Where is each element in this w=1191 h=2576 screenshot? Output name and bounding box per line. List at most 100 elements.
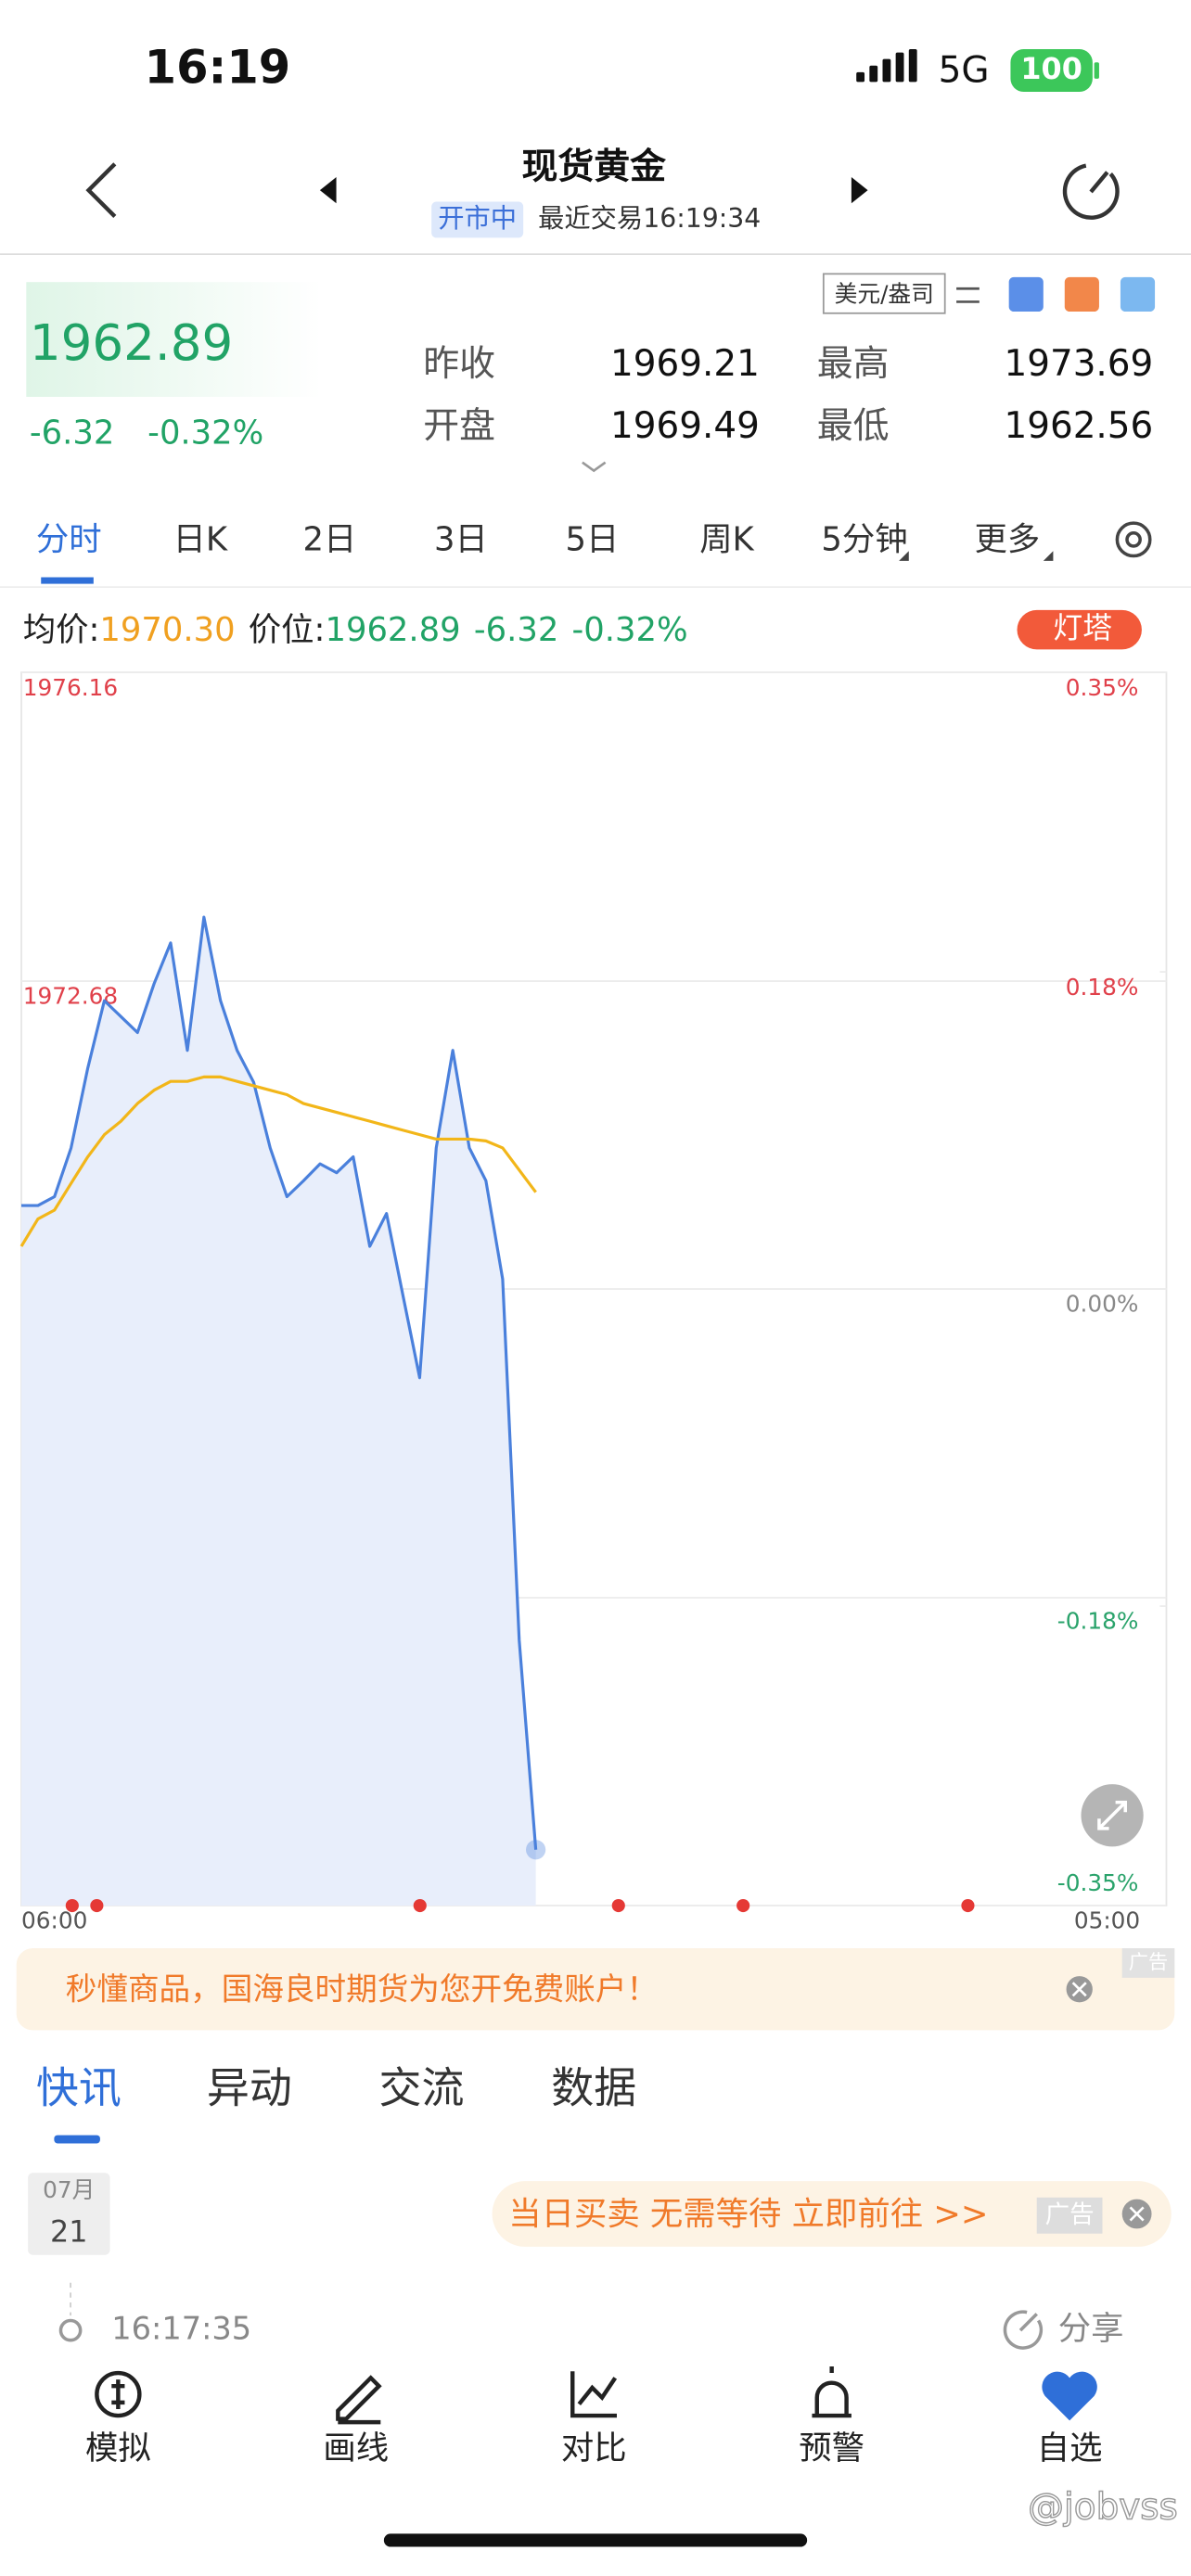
tab[interactable]: 5日 <box>566 521 620 559</box>
ad-tag: 广告 <box>1129 1951 1168 1974</box>
stat-label: 昨收 <box>423 343 495 385</box>
avg-label: 均价: <box>23 611 100 649</box>
stat-value: 1962.56 <box>1004 405 1153 447</box>
last-trade: 最近交易16:19:34 <box>538 203 761 234</box>
avg-value: 1970.30 <box>99 611 235 649</box>
legend-change: -6.32 <box>474 611 558 649</box>
watermark: @jobvss <box>1028 2486 1178 2528</box>
currency-box[interactable] <box>822 273 946 314</box>
nav-icons <box>95 2366 852 2425</box>
title: 现货黄金 <box>521 147 666 188</box>
timeline-dot <box>58 2318 83 2342</box>
stat-label: 开盘 <box>423 405 495 447</box>
expand-chevron[interactable] <box>582 461 607 473</box>
currency: 美元/盎司 <box>835 280 934 307</box>
ad-close[interactable] <box>1066 1976 1093 2003</box>
series-line <box>19 1075 537 1247</box>
market-status: 开市中 <box>438 203 517 234</box>
price: 1962.89 <box>30 314 233 372</box>
ad-banner[interactable] <box>16 1948 1175 2031</box>
share-icon[interactable] <box>1003 2310 1044 2350</box>
lighthouse-label: 灯塔 <box>1053 610 1112 645</box>
x-tick-label: 06:00 <box>21 1907 87 1934</box>
tab[interactable]: 5分钟 <box>821 521 907 559</box>
tool-icon[interactable] <box>1120 276 1156 312</box>
signal-icon <box>856 49 917 83</box>
nav-label[interactable]: 自选 <box>1037 2429 1103 2468</box>
status-badge <box>431 201 524 238</box>
news-ad-close[interactable] <box>1121 2199 1152 2229</box>
news-ad-text: 当日买卖 无需等待 立即前往 >> <box>508 2195 988 2233</box>
prev-button[interactable] <box>319 177 337 204</box>
back-button[interactable] <box>85 162 117 219</box>
date-day: 21 <box>50 2214 88 2250</box>
y2-tick-label: 0.18% <box>1066 974 1139 1001</box>
price-bg <box>26 282 322 397</box>
nav-label[interactable]: 对比 <box>561 2429 627 2468</box>
y2-tick-label: -0.35% <box>1057 1869 1139 1896</box>
share[interactable]: 分享 <box>1058 2310 1124 2348</box>
network: 5G <box>939 49 990 91</box>
y2-tick-label: 0.35% <box>1066 674 1139 701</box>
next-button[interactable] <box>851 177 868 204</box>
battery-tip <box>1094 62 1099 79</box>
news-tab[interactable]: 快讯 <box>36 2062 122 2112</box>
stat-value: 1969.21 <box>610 343 760 385</box>
price-area <box>21 917 536 1906</box>
nav-label[interactable]: 模拟 <box>85 2429 151 2468</box>
tab[interactable]: 3日 <box>434 521 488 559</box>
news-ad[interactable] <box>492 2181 1172 2247</box>
tab-corner <box>1043 551 1054 561</box>
stat-value: 1973.69 <box>1004 343 1153 385</box>
favorite-icon <box>1042 2371 1097 2421</box>
tool-icon[interactable] <box>1064 276 1099 312</box>
tab-corner <box>899 551 909 561</box>
change-pct: -0.32% <box>147 414 263 453</box>
refresh-button[interactable] <box>1062 163 1120 220</box>
price-value: 1962.89 <box>325 611 460 649</box>
news-ad-tag: 广告 <box>1045 2200 1095 2229</box>
date-box <box>28 2173 110 2255</box>
nav-label[interactable]: 画线 <box>323 2429 389 2468</box>
fullscreen-button[interactable] <box>1081 1784 1144 1847</box>
y2-tick-label: 0.00% <box>1066 1291 1139 1318</box>
tab-indicator <box>41 577 94 584</box>
stat-value: 1969.49 <box>610 405 760 447</box>
change: -6.32 <box>30 414 115 453</box>
ad-tag-bg <box>1121 1948 1175 1978</box>
news-tab[interactable]: 交流 <box>379 2062 465 2112</box>
legend-row: 均价:1970.30 价位:1962.89 -6.32 -0.32% <box>23 611 688 649</box>
nav-label[interactable]: 预警 <box>799 2429 864 2468</box>
tab[interactable]: 周K <box>699 521 754 559</box>
home-indicator <box>383 2533 808 2547</box>
news-time: 16:17:35 <box>111 2311 251 2347</box>
tab[interactable]: 日K <box>173 521 228 559</box>
lighthouse-button[interactable] <box>1017 609 1142 650</box>
tool-icon[interactable] <box>1008 276 1044 312</box>
legend-change-pct: -0.32% <box>571 611 687 649</box>
price-label: 价位: <box>249 611 326 649</box>
news-tab[interactable]: 异动 <box>207 2062 292 2112</box>
status-time: 16:19 <box>145 41 291 95</box>
y-tick-label: 1976.16 <box>23 674 118 701</box>
tab[interactable]: 分时 <box>36 521 102 559</box>
settings-icon[interactable] <box>1115 521 1152 558</box>
event-dots <box>65 1898 975 1913</box>
ad-text: 秒懂商品，国海良时期货为您开免费账户！ <box>66 1970 658 2007</box>
series-line <box>21 915 538 1850</box>
stat-label: 最高 <box>817 343 890 385</box>
y2-tick-label: -0.18% <box>1057 1608 1139 1635</box>
news-ad-tag-bg <box>1036 2197 1103 2234</box>
news-tab-indicator <box>54 2135 100 2144</box>
x-tick-label: 05:00 <box>1074 1907 1140 1934</box>
news-tab[interactable]: 数据 <box>551 2062 636 2112</box>
battery-level: 100 <box>1020 51 1082 86</box>
last-point <box>526 1840 546 1860</box>
stat-label: 最低 <box>817 405 890 447</box>
tab[interactable]: 更多 <box>975 521 1041 559</box>
tab[interactable]: 2日 <box>303 521 357 559</box>
battery <box>1010 49 1093 93</box>
swap-icon[interactable] <box>956 287 980 303</box>
date-month: 07月 <box>43 2176 95 2203</box>
